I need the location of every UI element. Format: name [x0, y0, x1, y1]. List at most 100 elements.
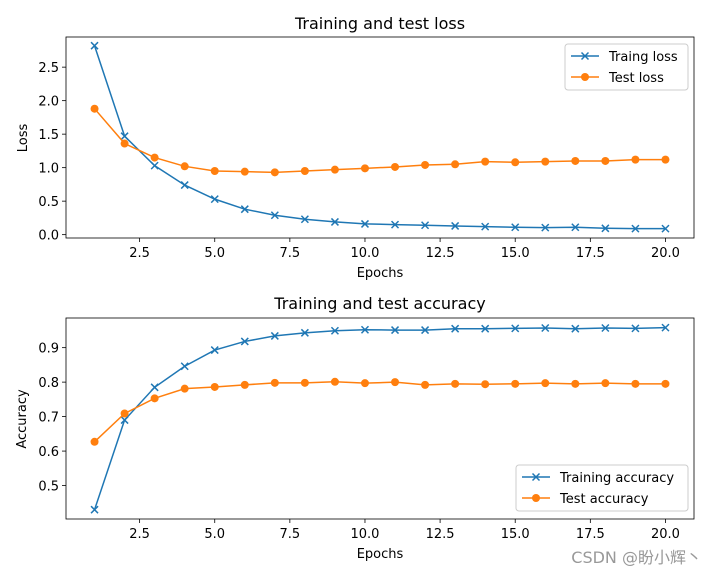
accuracy-y-tick: 0.8 — [38, 376, 66, 391]
traing-loss-point-stroke — [360, 219, 370, 228]
traing-loss-point-stroke — [481, 222, 490, 231]
training-accuracy-point-stroke — [240, 337, 249, 346]
accuracy-x-tick-label: 7.5 — [280, 527, 301, 542]
traing-loss-point — [150, 161, 159, 170]
training-accuracy-point-stroke — [300, 328, 309, 337]
loss-x-tick: 5.0 — [204, 238, 225, 261]
training-accuracy-point — [481, 324, 490, 333]
traing-loss-point-stroke — [511, 223, 520, 232]
traing-loss-point — [661, 224, 670, 233]
accuracy-y-tick: 0.9 — [38, 342, 66, 357]
loss-y-tick-label: 1.0 — [38, 162, 59, 177]
training-accuracy-point — [90, 505, 99, 514]
test-loss-point — [120, 139, 129, 148]
test-loss-line — [93, 108, 666, 174]
training-accuracy-point-stroke — [421, 326, 430, 335]
accuracy-x-tick: 7.5 — [280, 519, 301, 542]
training-accuracy-point-stroke — [390, 326, 400, 335]
training-accuracy-point-stroke — [481, 324, 490, 333]
accuracy-legend-label: Training accuracy — [559, 471, 674, 486]
traing-loss-point — [90, 41, 99, 50]
loss-legend-entry: Test loss — [571, 71, 664, 86]
traing-loss-point — [451, 221, 460, 230]
test-loss-point — [180, 162, 189, 171]
training-accuracy-point-stroke — [120, 416, 129, 425]
accuracy-x-tick-label: 10.0 — [350, 527, 379, 542]
test-accuracy-point — [210, 382, 219, 391]
traing-loss-point-stroke — [631, 224, 640, 233]
accuracy-series — [90, 323, 670, 514]
accuracy-y-label: Accuracy — [15, 389, 30, 449]
loss-x-tick: 12.5 — [426, 238, 455, 261]
traing-loss-point-stroke — [270, 211, 279, 220]
loss-x-tick: 10.0 — [350, 238, 379, 261]
traing-loss-point-stroke — [210, 195, 219, 204]
traing-loss-point — [330, 217, 339, 226]
accuracy-x-tick-label: 2.5 — [129, 527, 150, 542]
accuracy-axes-frame — [65, 317, 695, 520]
test-accuracy-point — [391, 378, 400, 387]
accuracy-x-tick-label: 17.5 — [576, 527, 605, 542]
training-accuracy-point-stroke — [631, 324, 640, 333]
training-accuracy-point-stroke — [330, 326, 339, 335]
accuracy-y-tick-label: 0.7 — [38, 411, 59, 426]
accuracy-x-tick-label: 5.0 — [204, 527, 225, 542]
training-accuracy-point — [541, 323, 550, 333]
test-accuracy-point — [300, 378, 309, 387]
test-accuracy-point — [541, 379, 550, 388]
test-accuracy-point — [511, 379, 520, 388]
training-accuracy-point — [390, 326, 400, 335]
test-loss-point — [150, 153, 159, 162]
training-accuracy-point-stroke — [541, 323, 550, 333]
loss-legend-entry: Traing loss — [571, 50, 678, 65]
traing-loss-point-stroke — [421, 221, 430, 230]
accuracy-legend-marker — [532, 494, 540, 502]
accuracy-x-tick-label: 20.0 — [651, 527, 680, 542]
training-accuracy-point — [511, 324, 520, 333]
test-accuracy-point — [90, 437, 99, 446]
test-accuracy-point — [360, 379, 369, 388]
loss-x-tick-label: 17.5 — [576, 246, 605, 261]
accuracy-legend-entry: Test accuracy — [522, 492, 649, 507]
test-loss-point — [421, 160, 430, 169]
training-accuracy-point — [180, 362, 189, 371]
loss-y-tick: 2.5 — [38, 61, 66, 76]
training-accuracy-point — [360, 325, 370, 334]
loss-y-tick: 0.5 — [38, 195, 66, 210]
test-accuracy-point — [601, 379, 610, 388]
loss-legend-label: Test loss — [608, 71, 664, 86]
traing-loss-point — [421, 221, 430, 230]
test-loss-point — [481, 157, 490, 166]
training-accuracy-point-stroke — [90, 505, 99, 514]
traing-loss-point-stroke — [120, 132, 129, 141]
training-accuracy-point-stroke — [571, 324, 580, 333]
test-loss-point — [541, 157, 550, 166]
traing-loss-point-stroke — [330, 217, 339, 226]
test-loss-point — [601, 156, 610, 165]
accuracy-x-tick-label: 15.0 — [501, 527, 530, 542]
training-accuracy-point — [240, 337, 249, 346]
test-loss-point — [391, 162, 400, 171]
accuracy-x-tick: 10.0 — [350, 519, 379, 542]
traing-loss-point-stroke — [390, 220, 400, 229]
training-accuracy-point — [120, 416, 129, 425]
test-loss-point — [210, 167, 219, 175]
accuracy-chart: Training and test accuracy 2.5 5.0 7.5 10.0… — [15, 294, 695, 562]
test-loss-point — [631, 155, 640, 164]
loss-y-tick-label: 0.0 — [38, 229, 59, 244]
test-loss-point — [240, 167, 249, 176]
accuracy-y-tick-label: 0.6 — [38, 445, 59, 460]
traing-loss-point — [601, 224, 610, 233]
loss-axes-frame — [65, 36, 695, 239]
loss-x-tick-label: 12.5 — [426, 246, 455, 261]
loss-x-tick: 20.0 — [651, 238, 680, 261]
traing-loss-point-stroke — [451, 221, 460, 230]
loss-chart-title: Training and test loss — [294, 14, 465, 33]
training-accuracy-point-stroke — [150, 383, 159, 392]
test-loss-point — [511, 158, 520, 167]
loss-y-tick-label: 1.5 — [38, 128, 59, 143]
traing-loss-point — [390, 220, 400, 229]
loss-legend-marker — [581, 73, 589, 81]
accuracy-x-tick: 5.0 — [204, 519, 225, 542]
training-accuracy-point-stroke — [210, 346, 219, 355]
